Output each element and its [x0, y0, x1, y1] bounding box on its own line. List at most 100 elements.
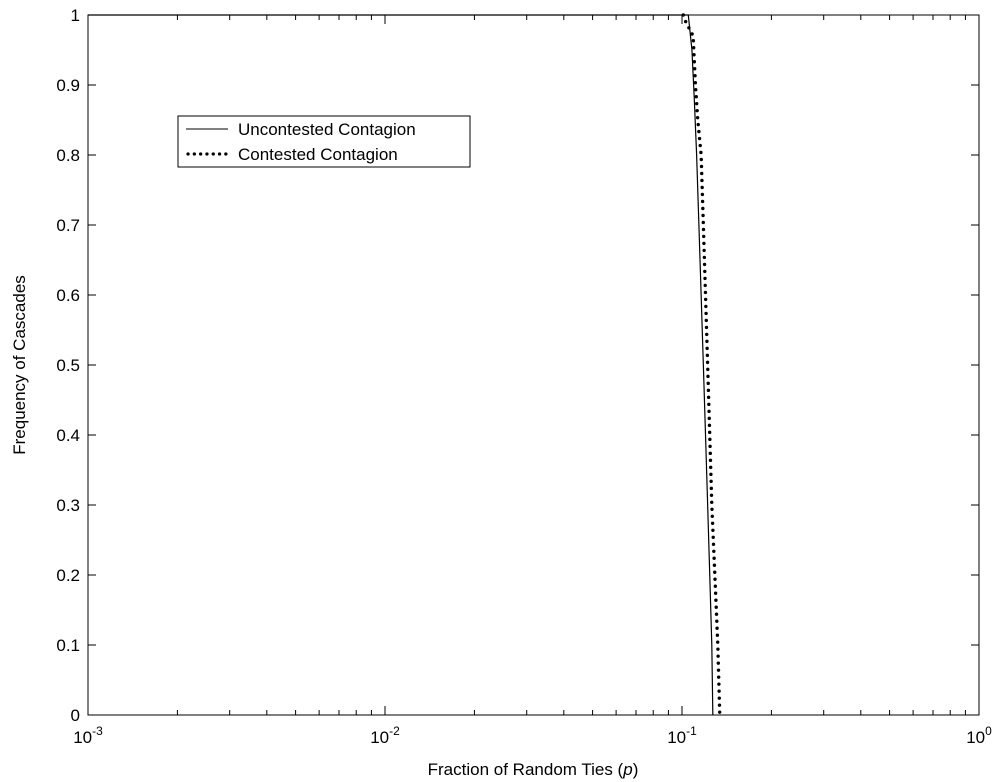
series-dot-contested — [714, 598, 718, 602]
series-dot-contested — [697, 129, 701, 134]
x-tick-label: 10-1 — [667, 724, 697, 747]
series-dot-contested — [715, 619, 719, 623]
series-dot-contested — [716, 647, 720, 651]
series-dot-contested — [693, 81, 698, 85]
y-tick-label: 0.2 — [56, 566, 80, 585]
y-tick-label: 0.1 — [56, 636, 80, 655]
series-dot-contested — [683, 19, 688, 24]
series-dot-contested — [717, 675, 721, 679]
series-dot-contested — [700, 192, 705, 197]
series-dot-contested — [705, 353, 710, 358]
series-dot-contested — [699, 164, 704, 169]
series-dot-contested — [710, 500, 714, 505]
legend-box — [177, 115, 471, 168]
series-dot-contested — [717, 696, 721, 700]
series-dot-contested — [709, 493, 714, 498]
x-axis-title: Fraction of Random Ties (p) — [428, 760, 639, 779]
series-dot-contested — [704, 304, 708, 309]
series-dot-contested — [696, 122, 700, 127]
series-dot-contested — [709, 479, 713, 484]
series-dot-contested — [704, 318, 708, 323]
x-axis-title-close: ) — [633, 760, 639, 779]
series-dot-contested — [708, 444, 712, 449]
series-dot-contested — [717, 682, 721, 686]
series-dot-contested — [702, 262, 707, 267]
x-tick-exponent: 0 — [985, 724, 992, 738]
series-dot-contested — [703, 269, 707, 274]
series-dot-contested — [712, 556, 716, 560]
series-dot-contested — [705, 332, 709, 337]
series-dot-contested — [703, 290, 708, 295]
series-dot-contested — [706, 374, 710, 379]
series-dot-contested — [717, 710, 722, 714]
series-dot-contested — [694, 101, 699, 106]
series-dot-contested — [701, 227, 706, 232]
series-dot-contested — [692, 67, 697, 71]
series-dot-contested — [715, 640, 720, 644]
x-tick-exponent: -2 — [389, 724, 400, 738]
series-dot-contested — [701, 206, 705, 211]
series-dot-contested — [699, 157, 703, 162]
plot-frame — [87, 14, 980, 716]
series-line-uncontested — [88, 14, 714, 716]
x-tick-label: 10-2 — [370, 724, 400, 747]
series-dot-contested — [703, 297, 708, 302]
series-dot-contested — [702, 248, 706, 253]
series-dot-contested — [710, 514, 714, 518]
y-tick-label: 0.8 — [56, 146, 80, 165]
x-axis-title-text: Fraction of Random Ties ( — [428, 760, 624, 779]
series-dot-contested — [702, 255, 707, 260]
legend: Uncontested Contagion Contested Contagio… — [177, 115, 471, 168]
series-dot-contested — [693, 74, 697, 78]
series-dot-contested — [698, 143, 702, 148]
series-dot-contested — [709, 486, 714, 491]
x-tick-base: 10 — [667, 728, 686, 747]
series-dot-contested — [706, 381, 710, 386]
x-tick-label: 100 — [966, 724, 992, 747]
series-dot-contested — [697, 136, 702, 141]
series-dot-contested — [706, 388, 711, 393]
legend-label-contested: Contested Contagion — [238, 145, 398, 164]
series-dot-contested — [714, 612, 719, 616]
series-dot-contested — [706, 395, 711, 400]
series-dot-contested — [692, 53, 696, 57]
series-dot-contested — [714, 605, 718, 609]
series-dot-contested — [705, 339, 709, 344]
series-dot-contested — [700, 171, 704, 176]
series-dot-contested — [700, 199, 705, 204]
series-dot-contested — [711, 528, 715, 532]
series-dot-contested — [701, 220, 705, 225]
series-dot-contested — [715, 626, 719, 630]
series-dot-contested — [706, 367, 710, 372]
y-tick-label: 0 — [71, 706, 80, 725]
series-dot-contested — [716, 654, 720, 658]
series-dot-contested — [692, 60, 697, 64]
series-dot-contested — [707, 416, 711, 421]
y-axis-title: Frequency of Cascades — [10, 275, 29, 455]
series-dot-contested — [713, 584, 718, 588]
series-dot-contested — [700, 178, 704, 183]
series-dot-contested — [707, 402, 711, 407]
series-dot-contested — [705, 360, 710, 365]
series-dot-contested — [704, 325, 709, 330]
series-dot-contested — [702, 234, 706, 239]
y-tick-label: 0.9 — [56, 76, 80, 95]
series-dot-contested — [713, 570, 717, 574]
legend-label-uncontested: Uncontested Contagion — [238, 120, 416, 139]
series-dot-contested — [712, 563, 717, 567]
series-dot-contested — [700, 185, 704, 190]
series-dot-contested — [712, 549, 716, 553]
x-tick-base: 10 — [966, 728, 985, 747]
series-dot-contested — [716, 668, 721, 672]
y-tick-label: 0.5 — [56, 356, 80, 375]
y-tick-label: 0.7 — [56, 216, 80, 235]
series-dot-contested — [690, 32, 694, 36]
series-dot-contested — [703, 283, 707, 288]
x-tick-base: 10 — [370, 728, 389, 747]
series-dot-contested — [699, 150, 703, 155]
series-dot-contested — [710, 507, 714, 512]
y-tick-label: 0.3 — [56, 496, 80, 515]
series-dot-contested — [711, 535, 715, 539]
series-dot-contested — [707, 430, 712, 435]
